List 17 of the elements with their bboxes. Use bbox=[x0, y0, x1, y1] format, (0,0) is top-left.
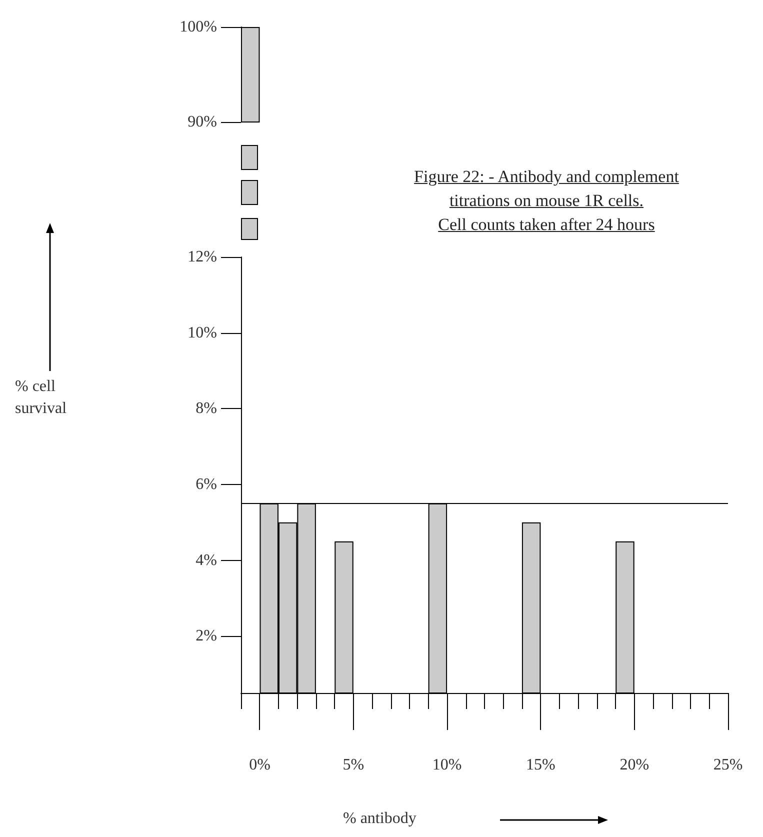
text: Figure 22: - Antibody and complement titrations on mouse 1R cells. Cell counts taken after 24 hours bbox=[413, 166, 680, 236]
y-axis-title: % cell survival bbox=[15, 377, 68, 419]
x-tick-label: 0% bbox=[249, 756, 270, 774]
y-tick-label: 4% bbox=[196, 552, 217, 569]
x-tick-label: 5% bbox=[342, 756, 364, 774]
y-tick-label: 90% bbox=[188, 114, 217, 130]
y-tick-label: 2% bbox=[196, 628, 217, 645]
y-tick-label: 8% bbox=[196, 400, 217, 418]
x-tick-label: 20% bbox=[620, 756, 650, 774]
x-axis-title: % antibody bbox=[343, 810, 416, 828]
y-tick-label: 12% bbox=[188, 248, 217, 266]
y-tick-label: 6% bbox=[196, 476, 217, 493]
y-tick-label: 10% bbox=[188, 324, 217, 342]
y-tick-label: 100% bbox=[180, 18, 217, 36]
x-tick-label: 10% bbox=[432, 756, 462, 774]
x-tick-label: 25% bbox=[713, 756, 743, 774]
x-tick-label: 15% bbox=[526, 756, 556, 774]
